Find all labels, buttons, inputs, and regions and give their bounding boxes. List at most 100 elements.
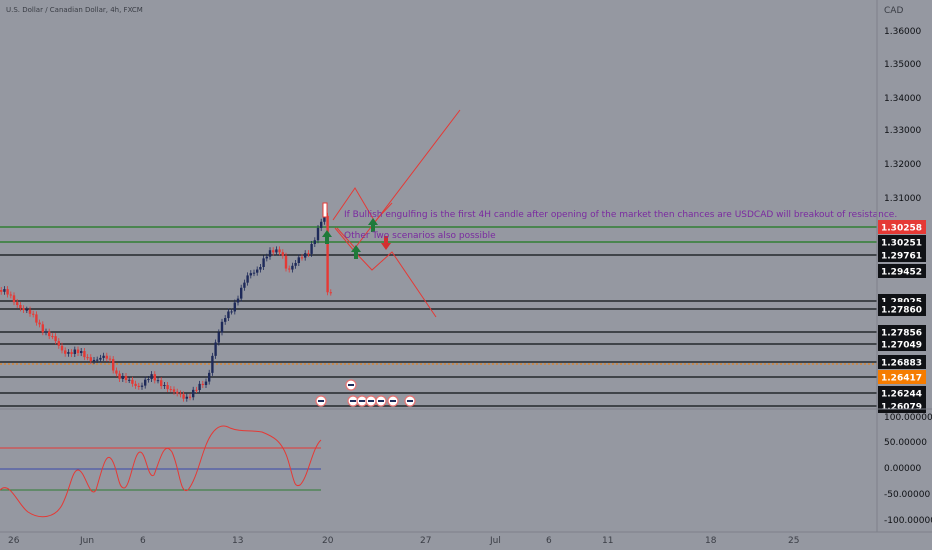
candle-body[interactable] [198,383,201,391]
price-tag[interactable] [878,355,926,369]
horizontal-levels[interactable]: 1.302581.302511.297611.294521.280251.278… [0,220,926,413]
last-candle[interactable] [322,202,328,218]
candle-body[interactable] [259,267,262,270]
candle-body[interactable] [201,383,204,386]
candle-body[interactable] [214,342,217,356]
projection-lines[interactable] [332,109,461,318]
price-tag[interactable] [878,386,926,400]
candle-body[interactable] [323,215,326,222]
oscillator-pane[interactable] [0,425,322,518]
candle-body[interactable] [211,355,214,373]
oscillator-axis[interactable]: 100.00000 50.00000 0.00000 -50.00000 -100.00… [884,413,932,526]
price-tag[interactable] [878,235,926,249]
candle-body[interactable] [131,379,134,384]
candle-body[interactable] [307,253,310,255]
candle-body[interactable] [329,292,332,294]
candle-body[interactable] [227,311,230,319]
candle-body[interactable] [233,302,236,312]
candle-body[interactable] [252,272,256,274]
price-tag[interactable] [878,248,926,262]
candle-body[interactable] [86,357,89,359]
candlestick-series[interactable] [0,202,332,402]
price-tag[interactable] [878,370,926,384]
candle-body[interactable] [6,289,9,295]
candle-body[interactable] [32,313,35,315]
candle-body[interactable] [294,262,297,266]
candle-body[interactable] [185,396,188,399]
candle-body[interactable] [124,375,128,381]
candle-body[interactable] [73,349,76,354]
candle-body[interactable] [118,373,121,379]
candle-body[interactable] [179,393,182,395]
candle-body[interactable] [236,298,240,303]
candle-body[interactable] [76,349,80,354]
candle-body[interactable] [38,322,41,325]
candle-body[interactable] [281,252,284,256]
candle-body[interactable] [217,332,220,343]
candle-body[interactable] [102,355,105,358]
candle-body[interactable] [310,243,313,254]
candle-body[interactable] [208,372,211,382]
candle-body[interactable] [192,389,195,398]
candle-body[interactable] [240,287,243,299]
candle-body[interactable] [220,321,224,333]
candle-body[interactable] [54,336,57,342]
price-tag[interactable] [878,264,926,278]
candle-body[interactable] [16,302,19,305]
candle-body[interactable] [41,324,44,333]
candle-body[interactable] [166,385,169,390]
arrow-up-icon[interactable] [351,245,361,259]
candle-body[interactable] [172,389,176,392]
price-tag[interactable] [878,337,926,351]
candle-body[interactable] [278,249,281,253]
breakout-projection[interactable] [332,109,461,223]
candle-body[interactable] [288,268,291,270]
candle-body[interactable] [284,255,288,269]
candle-body[interactable] [19,304,22,309]
candle-body[interactable] [313,240,316,244]
annotation-main[interactable]: If Bullish engulfing is the first 4H can… [344,210,897,220]
range-projection[interactable] [336,202,393,249]
time-axis[interactable]: 26 Jun 6 13 20 27 Jul 6 11 18 25 [8,536,799,546]
candle-body[interactable] [12,295,16,303]
candle-body[interactable] [0,290,3,292]
candle-body[interactable] [256,269,259,273]
candle-body[interactable] [67,352,70,354]
candle-body[interactable] [25,309,28,311]
candle-body[interactable] [304,253,307,258]
candle-body[interactable] [169,389,172,391]
arrow-up-icon[interactable] [322,230,332,244]
event-markers[interactable] [315,379,416,407]
candle-body[interactable] [268,250,272,257]
candle-body[interactable] [70,352,73,354]
candle-body[interactable] [246,275,249,283]
candle-body[interactable] [44,331,48,333]
candle-body[interactable] [188,396,192,398]
price-axis[interactable]: 1.36000 1.35000 1.34000 1.33000 1.32000 1.310… [884,27,921,204]
candle-body[interactable] [182,394,185,399]
candle-body[interactable] [275,249,278,253]
candle-body[interactable] [99,357,102,360]
annotation-secondary[interactable]: Other Two scenarios also possible [344,231,496,241]
candle-body[interactable] [108,358,112,360]
candle-body[interactable] [83,351,86,358]
candle-body[interactable] [134,383,137,386]
arrow-up-icon[interactable] [368,218,378,232]
candle-body[interactable] [249,273,252,276]
candle-body[interactable] [80,351,83,354]
candle-body[interactable] [320,221,323,228]
candle-body[interactable] [28,309,32,314]
price-tag[interactable] [878,325,926,339]
candle-body[interactable] [230,311,233,313]
candle-body[interactable] [176,391,179,394]
candle-body[interactable] [297,257,300,263]
candle-body[interactable] [316,227,320,241]
candle-body[interactable] [3,289,6,292]
candle-body[interactable] [300,257,304,259]
candle-body[interactable] [243,282,246,288]
candle-body[interactable] [204,381,208,386]
candle-body[interactable] [115,370,118,374]
candle-body[interactable] [153,374,156,381]
price-tag[interactable] [878,302,926,316]
